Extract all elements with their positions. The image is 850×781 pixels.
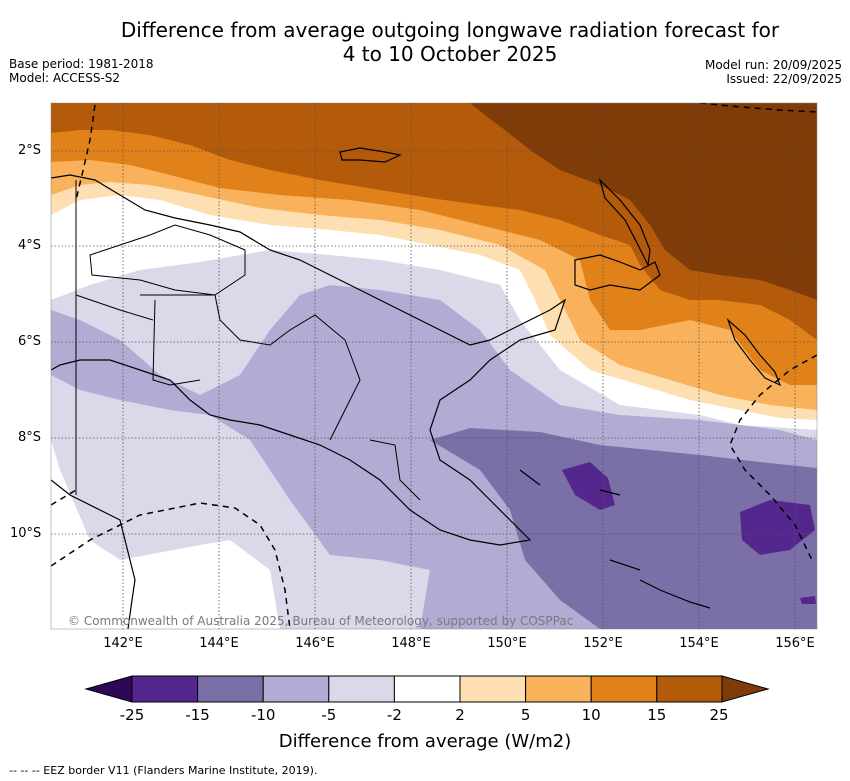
- lon-tick-142e: 142°E: [103, 636, 143, 651]
- colorbar-bin-p15-p25: [656, 675, 723, 703]
- colorbar-bin-m5-m2: [328, 675, 395, 703]
- model-run: Model run: 20/09/2025: [704, 58, 842, 72]
- colorbar-label: -2: [386, 706, 402, 724]
- new-britain-coast: [574, 254, 661, 291]
- title-line-1: Difference from average outgoing longwav…: [120, 18, 780, 42]
- copyright-notice: © Commonwealth of Australia 2025, Bureau…: [68, 614, 574, 628]
- colorbar-label: -5: [321, 706, 337, 724]
- model-name: Model: ACCESS-S2: [9, 71, 121, 85]
- colorbar-label: 2: [455, 706, 465, 724]
- new-ireland-coast: [598, 177, 651, 268]
- australia-coast: [51, 479, 136, 629]
- colorbar-bin-p10-p15: [590, 675, 658, 703]
- title-line-2: 4 to 10 October 2025: [342, 42, 558, 66]
- lat-tick-4s: 4°S: [18, 238, 42, 253]
- lon-tick-148e: 148°E: [391, 636, 431, 651]
- islands-east: [519, 469, 711, 609]
- map-title: Difference from average outgoing longwav…: [60, 18, 840, 66]
- manus-coast: [339, 147, 402, 163]
- lon-tick-154e: 154°E: [679, 636, 719, 651]
- eez-legend: -- -- -- EEZ border V11 (Flanders Marine…: [9, 764, 318, 777]
- colorbar: [84, 675, 770, 703]
- new-guinea-coast: [51, 174, 567, 546]
- colorbar-label: 15: [647, 706, 667, 724]
- lon-tick-150e: 150°E: [487, 636, 527, 651]
- band-minus25-c: [800, 596, 816, 604]
- lon-tick-152e: 152°E: [583, 636, 623, 651]
- issued-date: Issued: 22/09/2025: [726, 72, 842, 86]
- meta-right: Model run: 20/09/2025 Issued: 22/09/2025: [705, 58, 842, 86]
- colorbar-label: -25: [119, 706, 145, 724]
- lon-tick-146e: 146°E: [295, 636, 335, 651]
- anomaly-field: [51, 103, 817, 629]
- graticule: [51, 103, 817, 629]
- colorbar-label: 10: [581, 706, 601, 724]
- bougainville-coast: [726, 318, 782, 387]
- coastlines: [51, 147, 782, 629]
- lat-tick-10s: 10°S: [10, 526, 42, 541]
- colorbar-extend-high: [721, 675, 770, 703]
- colorbar-bin-p5-p10: [525, 675, 592, 703]
- band-minus25-a: [562, 462, 615, 510]
- band-plus25: [470, 103, 817, 300]
- colorbar-bin-p2-p5: [459, 675, 527, 703]
- colorbar-extend-low: [84, 675, 133, 703]
- colorbar-bin-m10-m5: [262, 675, 330, 703]
- colorbar-label: 25: [709, 706, 729, 724]
- colorbar-label: -10: [250, 706, 276, 724]
- band-minus15: [430, 428, 817, 629]
- lon-tick-156e: 156°E: [775, 636, 815, 651]
- colorbar-bin-m25-m15: [131, 675, 199, 703]
- colorbar-title: Difference from average (W/m2): [278, 731, 572, 752]
- colorbar-bin-m2-p2: [393, 675, 461, 703]
- province-borders: [75, 180, 421, 501]
- lat-tick-2s: 2°S: [18, 143, 42, 158]
- colorbar-label: 5: [520, 706, 531, 724]
- eez-borders: [51, 103, 817, 629]
- lat-tick-6s: 6°S: [18, 334, 42, 349]
- meta-left: Base period: 1981-2018 Model: ACCESS-S2: [9, 57, 154, 85]
- base-period: Base period: 1981-2018: [9, 57, 154, 71]
- map-frame: [50, 102, 818, 630]
- colorbar-bin-m15-m10: [197, 675, 264, 703]
- band-minus25-b: [740, 500, 815, 555]
- lat-tick-8s: 8°S: [18, 430, 42, 445]
- colorbar-label: -15: [185, 706, 210, 724]
- lon-tick-144e: 144°E: [199, 636, 239, 651]
